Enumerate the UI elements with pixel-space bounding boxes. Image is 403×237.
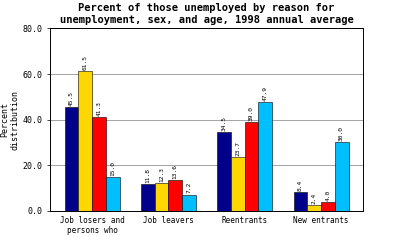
Bar (168, 180, 182, 211)
Bar (321, 202, 335, 211)
Bar (293, 192, 307, 211)
Bar (64, 107, 78, 211)
Bar (217, 132, 231, 211)
Text: 45.5: 45.5 (69, 91, 74, 106)
Text: 61.5: 61.5 (83, 55, 88, 69)
Text: 39.0: 39.0 (249, 106, 254, 121)
Bar (78, 71, 92, 211)
Text: 23.7: 23.7 (235, 141, 240, 156)
Bar (182, 195, 196, 211)
Text: 15.0: 15.0 (110, 161, 115, 176)
Text: 4.0: 4.0 (325, 189, 330, 201)
Title: Percent of those unemployed by reason for
unemployment, sex, and age, 1998 annua: Percent of those unemployed by reason fo… (60, 3, 353, 25)
Bar (155, 183, 168, 211)
Text: 13.6: 13.6 (173, 164, 178, 179)
Bar (335, 142, 349, 211)
Bar (258, 102, 272, 211)
Text: 8.4: 8.4 (298, 179, 303, 191)
Text: 47.9: 47.9 (263, 86, 268, 100)
Bar (92, 117, 106, 211)
Bar (141, 184, 155, 211)
Bar (231, 157, 245, 211)
Text: 11.8: 11.8 (145, 168, 150, 183)
Bar (106, 177, 120, 211)
Text: 34.5: 34.5 (222, 116, 226, 131)
Bar (307, 205, 321, 211)
Bar (245, 122, 258, 211)
Y-axis label: Percent
distribution: Percent distribution (0, 90, 20, 150)
Text: 2.4: 2.4 (312, 193, 317, 204)
Text: 30.0: 30.0 (339, 126, 344, 141)
Text: 12.3: 12.3 (159, 167, 164, 182)
Text: 41.3: 41.3 (96, 100, 102, 116)
Text: 7.2: 7.2 (187, 182, 191, 193)
